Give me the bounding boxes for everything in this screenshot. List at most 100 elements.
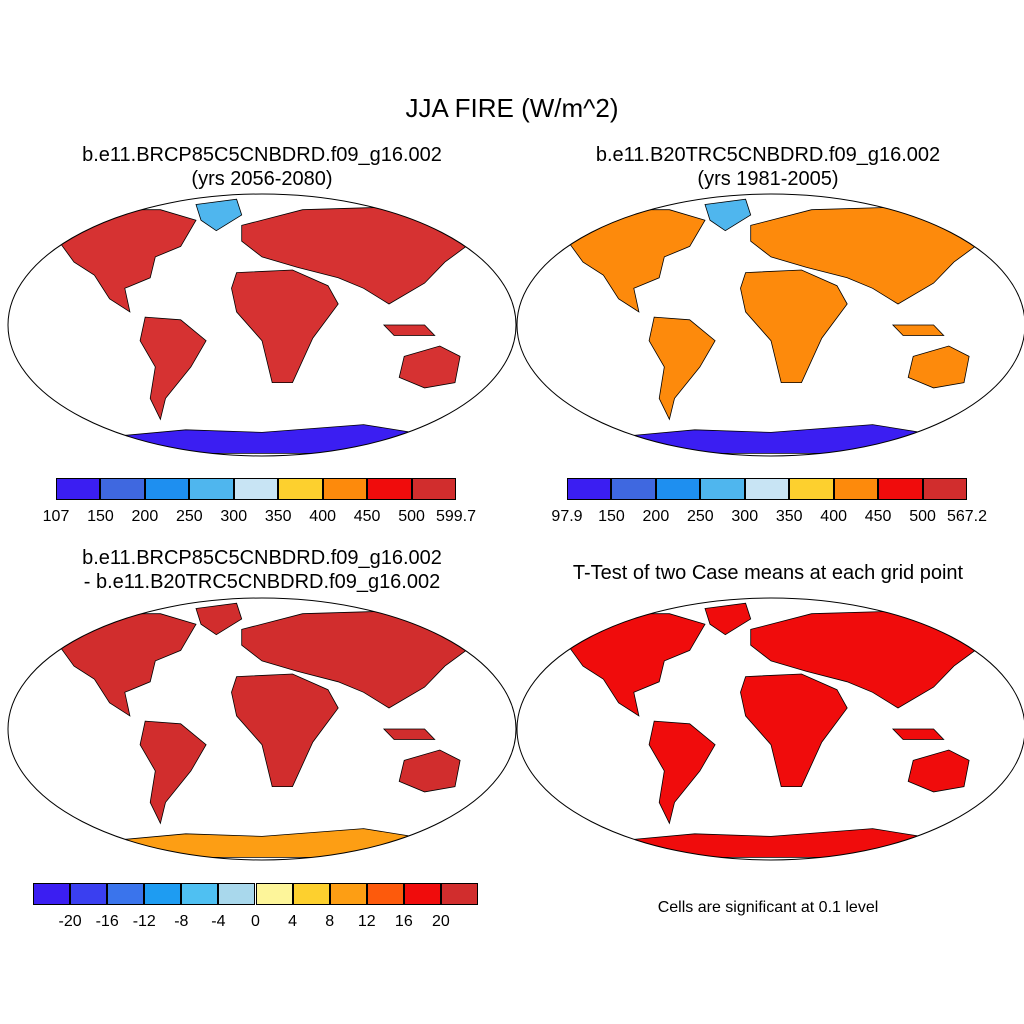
colorbar-label: 599.7 <box>435 508 477 525</box>
colorbar-label: 16 <box>394 913 413 930</box>
colorbar-box <box>833 478 879 500</box>
continent-indonesia <box>382 728 436 740</box>
colorbar-label: 300 <box>220 508 248 525</box>
continent-antarctica <box>98 828 445 858</box>
colorbar-label: 150 <box>598 508 625 525</box>
colorbar-box <box>56 478 101 500</box>
colorbar-label: -16 <box>95 913 119 930</box>
panel-difference-title: b.e11.BRCP85C5CNBDRD.f09_g16.002 - b.e11… <box>12 546 512 594</box>
colorbar-box <box>70 883 108 905</box>
colorbar-box <box>144 883 182 905</box>
colorbar-box <box>278 478 323 500</box>
map-panel-case <box>7 193 517 457</box>
colorbar-label: -20 <box>58 913 82 930</box>
colorbar-box <box>655 478 701 500</box>
continent-indonesia <box>891 728 945 740</box>
panel-case-title: b.e11.BRCP85C5CNBDRD.f09_g16.002 (yrs 20… <box>12 143 512 191</box>
colorbar-box <box>366 883 404 905</box>
colorbar-label: 250 <box>175 508 203 525</box>
panel-ttest-title: T-Test of two Case means at each grid po… <box>572 562 964 584</box>
panel-case-title-line2: (yrs 2056-2080) <box>191 168 333 190</box>
colorbar-box <box>700 478 745 500</box>
colorbar-box <box>144 478 190 500</box>
colorbar-label: 567.2 <box>946 508 988 525</box>
map-panel-ttest <box>516 597 1024 861</box>
colorbar-difference: -20 -16 -12 -8 -4 0 4 8 12 16 20 <box>33 883 478 930</box>
colorbar-label: 150 <box>87 508 114 525</box>
continent-greenland <box>704 602 752 636</box>
colorbar-label: 350 <box>775 508 803 525</box>
panel-control-title-line2: (yrs 1981-2005) <box>697 168 839 190</box>
colorbar-box <box>189 478 234 500</box>
colorbar-label: -8 <box>174 913 189 930</box>
colorbar-box <box>744 478 790 500</box>
colorbar-box <box>255 883 293 905</box>
colorbar-label: 0 <box>251 913 260 930</box>
colorbar-label: -4 <box>211 913 226 930</box>
colorbar-box <box>107 883 145 905</box>
colorbar-control: 97.9 150 200 250 300 350 400 450 500 567.2 <box>551 478 987 525</box>
colorbar-label: 500 <box>398 508 425 525</box>
significance-note: Cells are significant at 0.1 level <box>657 899 879 916</box>
colorbar-label: 250 <box>686 508 714 525</box>
colorbar-box <box>611 478 656 500</box>
colorbar-box <box>367 478 412 500</box>
colorbar-label: 350 <box>264 508 292 525</box>
continent-southAmerica <box>139 316 207 421</box>
map-boundary <box>7 193 517 457</box>
continent-indonesia <box>891 324 945 336</box>
colorbar-label: 4 <box>288 913 298 930</box>
continent-greenland <box>704 198 752 232</box>
continent-indonesia <box>382 324 436 336</box>
colorbar-label: 8 <box>325 913 335 930</box>
colorbar-label: -12 <box>132 913 156 930</box>
continent-greenland <box>195 602 243 636</box>
colorbar-box <box>33 883 71 905</box>
continent-africa <box>740 269 848 384</box>
colorbar-box <box>789 478 834 500</box>
map-boundary <box>516 193 1024 457</box>
colorbar-label: 400 <box>309 508 336 525</box>
colorbar-label: 450 <box>864 508 892 525</box>
panel-control-title-line1: b.e11.B20TRC5CNBDRD.f09_g16.002 <box>595 144 941 166</box>
colorbar-label: 107 <box>42 508 70 525</box>
colorbar-box <box>567 478 612 500</box>
colorbar-box <box>100 478 145 500</box>
colorbar-box <box>292 883 330 905</box>
continent-antarctica <box>607 828 954 858</box>
colorbar-box <box>403 883 441 905</box>
colorbar-box <box>181 883 219 905</box>
colorbar-label: 97.9 <box>551 508 583 525</box>
colorbar-label: 12 <box>357 913 376 930</box>
continent-northAmerica <box>567 209 706 313</box>
continent-northAmerica <box>58 209 197 313</box>
colorbar-box <box>440 883 478 905</box>
continent-australia <box>907 345 970 389</box>
colorbar-label: 20 <box>432 913 450 930</box>
colorbar-box <box>322 478 368 500</box>
colorbar-label: 200 <box>642 508 670 525</box>
continent-australia <box>398 749 461 793</box>
colorbar-label: 450 <box>353 508 381 525</box>
colorbar-label: 400 <box>820 508 847 525</box>
continent-greenland <box>195 198 243 232</box>
continent-southAmerica <box>648 720 716 825</box>
continent-africa <box>740 673 848 787</box>
map-boundary <box>516 597 1024 861</box>
colorbar-box <box>922 478 967 500</box>
colorbar-box <box>411 478 456 500</box>
colorbar-label: 300 <box>731 508 759 525</box>
continent-antarctica <box>607 424 954 454</box>
continent-southAmerica <box>648 316 716 421</box>
colorbar-box <box>218 883 256 905</box>
continent-northAmerica <box>567 613 706 717</box>
continent-africa <box>231 673 339 787</box>
colorbar-label: 500 <box>909 508 936 525</box>
colorbar-case: 107 150 200 250 300 350 400 450 500 599.7 <box>43 478 476 525</box>
map-panel-control <box>516 193 1024 457</box>
map-panel-difference <box>7 597 517 861</box>
panel-control-title: b.e11.B20TRC5CNBDRD.f09_g16.002 (yrs 198… <box>518 143 1018 191</box>
continent-africa <box>231 269 339 384</box>
continent-northAmerica <box>58 613 197 717</box>
